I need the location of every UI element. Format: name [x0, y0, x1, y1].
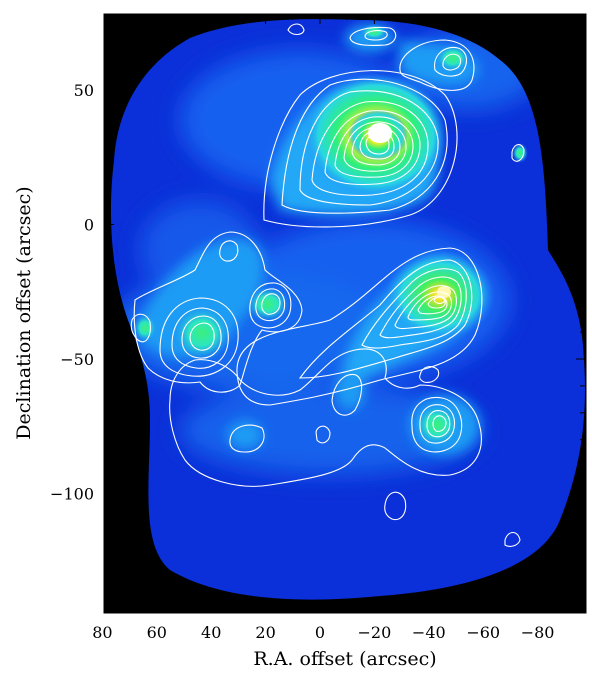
- x-tick-label: −20: [358, 623, 392, 642]
- intensity-field: [110, 19, 586, 600]
- x-tick-label: 40: [201, 623, 221, 642]
- x-tick-label: −60: [466, 623, 500, 642]
- y-axis-label: Declination offset (arcsec): [13, 186, 35, 439]
- y-tick-label: −100: [50, 485, 94, 504]
- x-tick-labels: 80 60 40 20 0 −20 −40 −60 −80: [92, 623, 554, 642]
- x-tick-label: 60: [147, 623, 167, 642]
- plot-frame: [103, 13, 587, 614]
- y-tick-label: 50: [74, 81, 94, 100]
- x-tick-label: 80: [92, 623, 112, 642]
- x-tick-label: −80: [521, 623, 555, 642]
- x-tick-label: 20: [255, 623, 275, 642]
- x-tick-label: −40: [412, 623, 446, 642]
- contour-lines: [130, 23, 525, 547]
- x-tick-label: 0: [315, 623, 325, 642]
- y-tick-labels: 50 0 −50 −100: [50, 81, 94, 504]
- x-axis-label: R.A. offset (arcsec): [253, 648, 436, 670]
- y-tick-label: −50: [60, 350, 94, 369]
- y-tick-label: 0: [84, 216, 94, 235]
- axis-ticks: [104, 14, 586, 613]
